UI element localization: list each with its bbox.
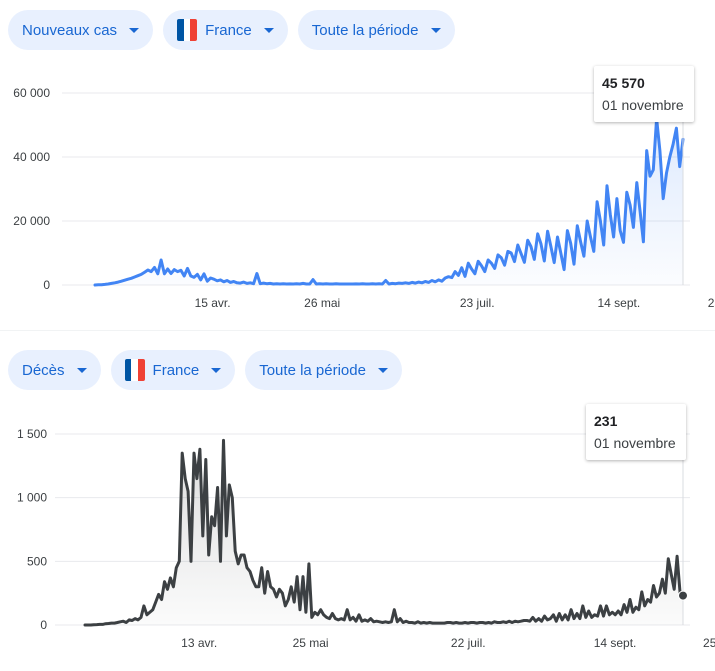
deaths-panel: Décès France Toute la période 0 500 1 000 1…: [0, 338, 715, 671]
x-tick-label: 15 avr.: [195, 296, 231, 310]
deaths-chart[interactable]: 0 500 1 000 1 500 13 avr. 25 mai 22 juil. 14 se…: [0, 398, 715, 668]
x-tick-label: 14 sept.: [594, 636, 637, 650]
tooltip-value: 231: [594, 413, 618, 429]
flag-france-icon: [124, 359, 145, 381]
new-cases-panel: Nouveaux cas France Toute la période 0 20…: [0, 0, 715, 330]
y-tick-label: 60 000: [13, 86, 50, 100]
tooltip-date: 01 novembre: [602, 97, 684, 113]
x-tick-label: 14 sept.: [598, 296, 641, 310]
y-tick-label: 40 000: [13, 150, 50, 164]
y-tick-label: 20 000: [13, 214, 50, 228]
chevron-down-icon: [263, 27, 274, 33]
filter-bar: Décès France Toute la période: [8, 350, 402, 390]
y-tick-label: 1 500: [17, 427, 47, 441]
metric-dropdown[interactable]: Nouveaux cas: [8, 10, 154, 50]
metric-dropdown-label: Nouveaux cas: [22, 21, 118, 39]
period-dropdown-label: Toute la période: [259, 361, 366, 379]
region-dropdown-label: France: [152, 361, 200, 379]
chevron-down-icon: [430, 27, 441, 33]
x-tick-label: 26 mai: [304, 296, 340, 310]
region-dropdown-label: France: [205, 21, 252, 39]
x-tick-label: 25 mai: [293, 636, 329, 650]
x-tick-label: 25 oct.: [703, 636, 715, 650]
filter-bar: Nouveaux cas France Toute la période: [8, 10, 455, 50]
chevron-down-icon: [377, 367, 388, 373]
period-dropdown[interactable]: Toute la période: [245, 350, 402, 390]
series-line: [83, 438, 685, 627]
region-dropdown[interactable]: France: [110, 350, 236, 390]
x-tick-label: 13 avr.: [181, 636, 217, 650]
y-tick-label: 1 000: [17, 491, 47, 505]
y-tick-label: 0: [43, 278, 50, 292]
series-line: [93, 117, 685, 287]
y-tick-label: 0: [40, 618, 47, 632]
period-dropdown-label: Toute la période: [311, 21, 419, 39]
chevron-down-icon: [76, 367, 87, 373]
x-tick-label: 22 juil.: [451, 636, 486, 650]
tooltip-value: 45 570: [602, 75, 645, 91]
x-tick-label: 25 oct.: [708, 296, 715, 310]
series-area: [85, 440, 683, 625]
period-dropdown[interactable]: Toute la période: [297, 10, 455, 50]
metric-dropdown[interactable]: Décès: [8, 350, 101, 390]
hover-point: [678, 590, 688, 601]
chart-tooltip: 231 01 novembre: [586, 404, 686, 460]
new-cases-chart[interactable]: 0 20 000 40 000 60 000 15 avr. 26 mai 23 juil.…: [0, 60, 715, 320]
chevron-down-icon: [211, 367, 222, 373]
chevron-down-icon: [129, 27, 140, 33]
region-dropdown[interactable]: France: [163, 10, 288, 50]
metric-dropdown-label: Décès: [22, 361, 65, 379]
tooltip-date: 01 novembre: [594, 435, 676, 451]
x-tick-label: 23 juil.: [460, 296, 495, 310]
y-tick-label: 500: [27, 554, 47, 568]
flag-france-icon: [177, 19, 198, 41]
chart-tooltip: 45 570 01 novembre: [594, 66, 694, 122]
series-area: [95, 118, 683, 285]
panel-divider: [0, 330, 715, 331]
